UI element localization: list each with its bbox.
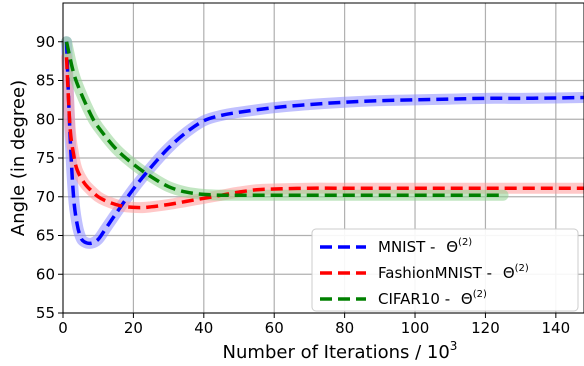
mnist-series-line bbox=[64, 41, 584, 246]
y-tick-label: 75 bbox=[36, 149, 55, 167]
x-axis-ticks: 0 20 40 60 80 100 120 140 bbox=[58, 313, 570, 337]
cifar10-band bbox=[61, 36, 509, 201]
y-tick-label: 70 bbox=[36, 188, 55, 206]
legend-box bbox=[311, 228, 579, 312]
legend-theta-symbol: Θ bbox=[446, 238, 458, 256]
x-tick-label: 20 bbox=[124, 319, 143, 337]
legend-separator: - bbox=[482, 264, 497, 282]
legend-superscript: (2) bbox=[515, 263, 529, 274]
y-tick-label: 65 bbox=[36, 227, 55, 245]
y-tick-label: 85 bbox=[36, 72, 55, 90]
fashionmnist-band bbox=[61, 51, 584, 214]
legend: MNIST - Θ(2)FashionMNIST - Θ(2)CIFAR10 -… bbox=[311, 228, 579, 312]
mnist-legend-label: MNIST - Θ(2) bbox=[378, 237, 472, 256]
y-tick-label: 90 bbox=[36, 33, 55, 51]
x-tick-label: 100 bbox=[401, 319, 430, 337]
legend-theta-symbol: Θ bbox=[503, 264, 515, 282]
legend-superscript: (2) bbox=[473, 289, 487, 300]
legend-separator: - bbox=[425, 238, 440, 256]
x-tick-label: 120 bbox=[471, 319, 500, 337]
x-axis-title: Number of Iterations / 103 bbox=[223, 339, 458, 363]
x-axis-title-text: Number of Iterations / 10 bbox=[223, 342, 450, 363]
x-tick-label: 0 bbox=[58, 319, 68, 337]
x-tick-label: 60 bbox=[265, 319, 284, 337]
legend-separator: - bbox=[440, 290, 455, 308]
series-lines bbox=[64, 41, 584, 246]
fashionmnist-legend-label: FashionMNIST - Θ(2) bbox=[378, 263, 529, 282]
x-axis-title-exponent: 3 bbox=[450, 339, 458, 353]
y-tick-label: 55 bbox=[36, 304, 55, 322]
legend-superscript: (2) bbox=[458, 237, 472, 248]
cifar10-legend-label: CIFAR10 - Θ(2) bbox=[378, 289, 487, 308]
cifar10-series-line bbox=[64, 41, 504, 198]
mnist-band bbox=[61, 36, 584, 249]
x-tick-label: 140 bbox=[542, 319, 571, 337]
y-tick-label: 60 bbox=[36, 265, 55, 283]
fashionmnist-series-line bbox=[64, 57, 584, 210]
legend-series-name: FashionMNIST bbox=[378, 264, 483, 282]
y-axis-title: Angle (in degree) bbox=[8, 80, 29, 236]
x-tick-label: 40 bbox=[194, 319, 213, 337]
confidence-bands bbox=[61, 36, 584, 249]
y-axis-ticks: 55 60 65 70 75 80 85 90 bbox=[36, 33, 63, 322]
y-tick-label: 80 bbox=[36, 110, 55, 128]
legend-series-name: CIFAR10 bbox=[378, 290, 440, 308]
legend-series-name: MNIST bbox=[378, 238, 426, 256]
legend-theta-symbol: Θ bbox=[461, 290, 473, 308]
x-tick-label: 80 bbox=[335, 319, 354, 337]
